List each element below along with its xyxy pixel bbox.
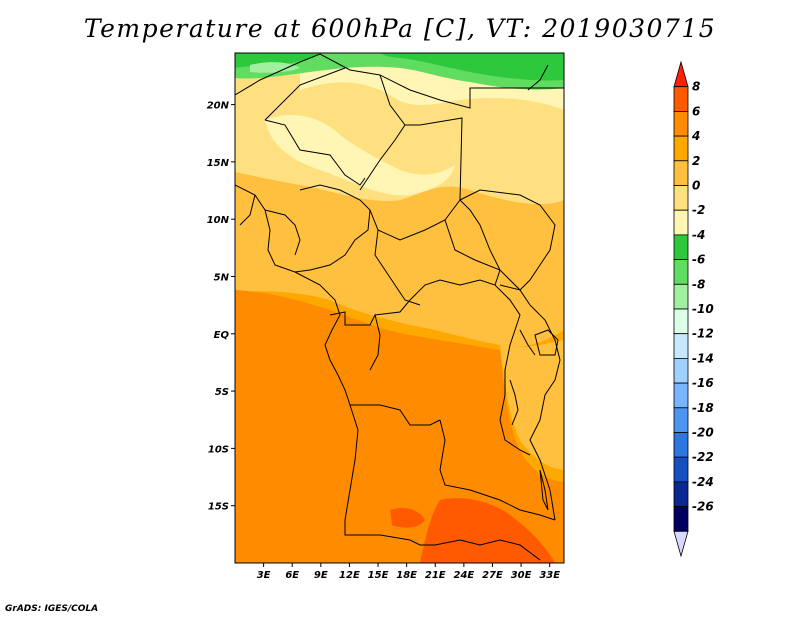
border-central-africa xyxy=(377,199,501,286)
colorbar: 8 6 4 2 0 -2 -4 -6 -8 -10 -12 -14 -16 -18 -20 -22 -24 -26 xyxy=(673,60,714,558)
border-sahara-central xyxy=(264,119,366,186)
border-congo xyxy=(374,279,521,346)
lon-tick-label: 15E xyxy=(368,570,389,581)
colorbar-swatch xyxy=(673,160,689,186)
colorbar-swatch xyxy=(673,308,689,335)
colorbar-swatch xyxy=(673,506,689,532)
lat-tick-label: 5N xyxy=(214,272,230,283)
border-great-lakes xyxy=(509,329,536,426)
colorbar-swatch xyxy=(673,86,689,112)
warm-south-edge xyxy=(235,527,350,563)
border-lake-chad xyxy=(359,124,406,191)
lon-tick-label: 30E xyxy=(511,570,532,581)
colorbar-swatch xyxy=(673,407,689,433)
lon-tick-label: 3E xyxy=(257,570,271,581)
colorbar-label: -14 xyxy=(692,351,714,365)
colorbar-top-triangle xyxy=(673,60,689,88)
light-green-patch xyxy=(250,62,300,73)
lon-tick-label: 9E xyxy=(314,570,328,581)
lon-tick-label: 24E xyxy=(453,570,474,581)
colorbar-label: 8 xyxy=(692,80,700,94)
border-lake-malawi xyxy=(539,469,549,511)
lat-tick-label: 10S xyxy=(208,444,229,455)
warmer-southwest-patch xyxy=(390,508,425,528)
lon-tick-label: 18E xyxy=(396,570,417,581)
lat-tick-label: EQ xyxy=(214,330,230,341)
border-sahara-east xyxy=(379,74,463,201)
colorbar-swatch xyxy=(673,432,689,458)
lat-tick-label: 15S xyxy=(208,502,229,513)
colorbar-swatch xyxy=(673,185,689,211)
colorbar-label: 4 xyxy=(691,129,700,143)
colorbar-label: -12 xyxy=(692,327,714,341)
colorbar-swatch xyxy=(673,283,689,310)
colorbar-label: -10 xyxy=(692,302,714,316)
colorbar-label: -24 xyxy=(692,475,714,489)
colorbar-label: -16 xyxy=(692,376,714,390)
lon-tick-label: 21E xyxy=(425,570,446,581)
colorbar-label: -22 xyxy=(692,450,714,464)
lat-tick-label: 10N xyxy=(207,215,230,226)
border-south-sudan xyxy=(444,219,531,306)
colorbar-label: -2 xyxy=(692,203,705,217)
border-southern xyxy=(434,539,541,561)
temperature-field xyxy=(235,53,564,563)
border-sahara-west xyxy=(264,67,346,121)
colorbar-label: -6 xyxy=(692,253,705,267)
warmer-south-region xyxy=(420,498,555,563)
border-gulf-coast xyxy=(294,271,346,391)
border-red-sea-coast xyxy=(527,64,549,91)
colorbar-label: -4 xyxy=(692,228,705,242)
map-title: Temperature at 600hPa [C], VT: 201903071… xyxy=(83,14,717,43)
lon-tick-label: 33E xyxy=(539,570,560,581)
colorbar-label: -26 xyxy=(692,500,714,514)
lat-tick-label: 15N xyxy=(207,158,230,169)
colorbar-swatch xyxy=(673,481,689,507)
colorbar-label: -20 xyxy=(692,426,714,440)
colorbar-swatch xyxy=(673,111,689,137)
border-nigeria xyxy=(294,184,371,273)
lon-tick-label: 6E xyxy=(285,570,299,581)
border-gabon xyxy=(329,311,381,371)
border-lake-victoria xyxy=(534,329,559,356)
colorbar-bottom-triangle xyxy=(673,530,689,558)
border-angola xyxy=(344,404,435,546)
border-zambia xyxy=(439,419,556,521)
colorbar-swatch xyxy=(673,234,689,260)
colorbar-label: 0 xyxy=(692,179,700,193)
border-sudan xyxy=(459,189,556,291)
cold-north-patch xyxy=(265,115,455,196)
lon-tick-label: 27E xyxy=(482,570,503,581)
lon-tick-label: 12E xyxy=(339,570,360,581)
lat-tick-label: 20N xyxy=(207,101,230,112)
warm-south-region xyxy=(235,290,564,563)
colorbar-swatch xyxy=(673,333,689,359)
border-drc-east xyxy=(499,344,531,456)
lat-tick-label: 5S xyxy=(215,387,229,398)
colorbar-swatch xyxy=(673,382,689,409)
longitude-axis: 3E 6E 9E 12E 15E 18E 21E 24E 27E 30E 33E xyxy=(257,563,560,581)
colorbar-swatch xyxy=(673,456,689,483)
colorbar-label: -8 xyxy=(692,277,705,291)
colorbar-label: -18 xyxy=(692,401,714,415)
country-borders xyxy=(235,53,564,561)
map-frame xyxy=(234,52,565,564)
mild-east-patch xyxy=(500,340,564,470)
grads-credit: GrADS: IGES/COLA xyxy=(5,604,99,614)
colorbar-swatch xyxy=(673,259,689,285)
colorbar-swatch xyxy=(673,135,689,162)
border-west-internal xyxy=(239,194,301,256)
colorbar-swatch xyxy=(673,357,689,384)
dark-green-north-strip xyxy=(380,53,564,81)
colorbar-label: 2 xyxy=(692,154,700,168)
colorbar-label: 6 xyxy=(692,104,700,118)
colorbar-swatch xyxy=(673,209,689,236)
latitude-axis: 20N 15N 10N 5N EQ 5S 10S 15S xyxy=(207,101,235,513)
